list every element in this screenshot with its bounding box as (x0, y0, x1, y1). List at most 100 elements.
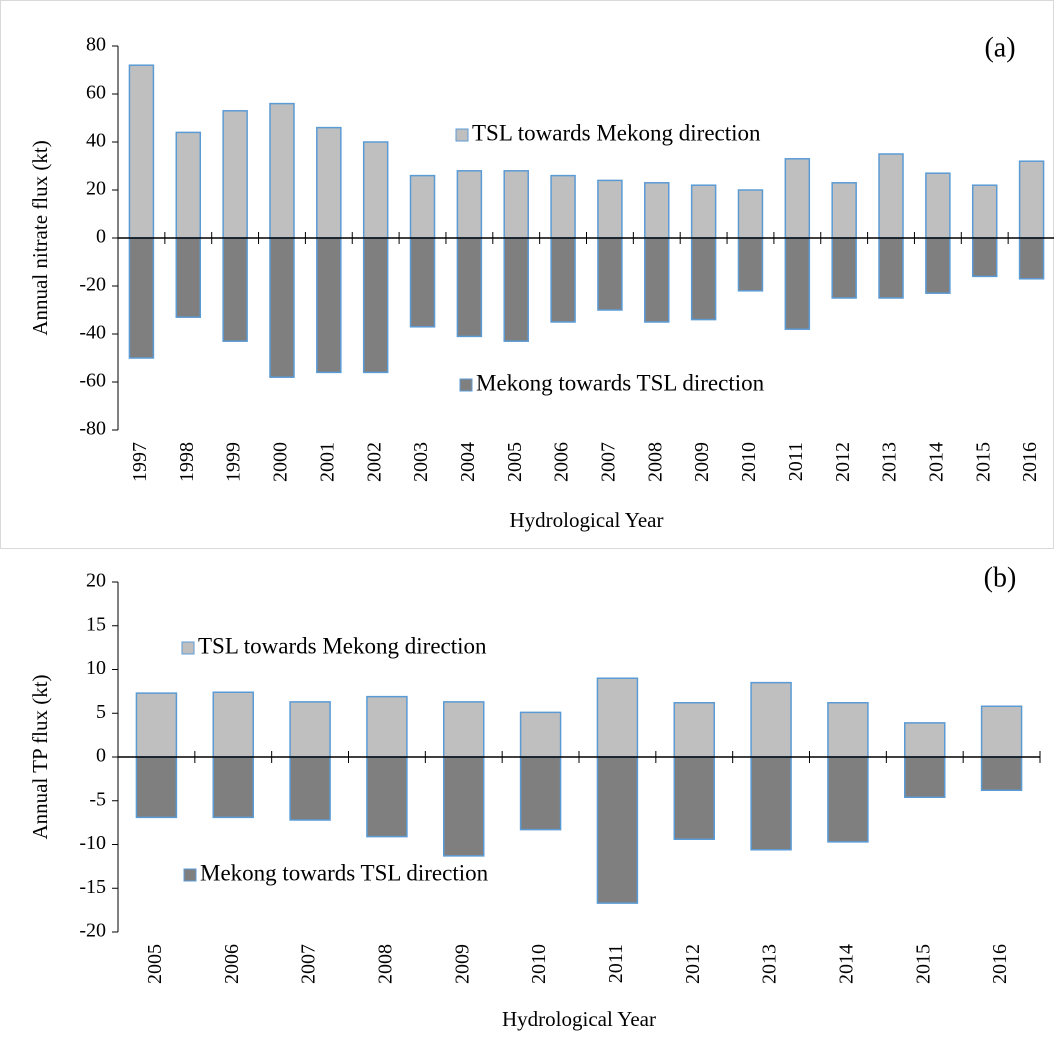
bar (316, 237, 342, 374)
x-tick-label: 2005 (504, 442, 526, 482)
bar (827, 702, 869, 758)
x-tick-label: 2001 (316, 442, 338, 482)
y-axis-label: Annual TP flux (kt) (28, 674, 52, 839)
bar (443, 756, 485, 857)
bar (644, 237, 670, 323)
bar (519, 711, 562, 758)
x-tick-label: 2015 (912, 944, 934, 984)
x-tick-label: 2012 (832, 442, 854, 482)
bar (269, 237, 295, 378)
bar (904, 722, 946, 758)
x-axis-label: Hydrological Year (510, 508, 664, 532)
bar (878, 153, 904, 239)
y-tick-label: -10 (79, 832, 106, 854)
y-tick-label: 5 (96, 701, 106, 723)
bar (784, 158, 811, 239)
bar (456, 237, 483, 338)
bar (980, 705, 1023, 758)
bar (409, 237, 436, 328)
panel-label: (b) (984, 562, 1017, 593)
legend-label: Mekong towards TSL direction (200, 860, 489, 885)
y-tick-label: 20 (86, 570, 106, 592)
x-tick-label: 1997 (129, 442, 151, 482)
bar (673, 702, 715, 758)
y-tick-label: -20 (79, 920, 106, 942)
bar (878, 237, 904, 299)
y-tick-label: 80 (86, 34, 106, 56)
y-tick-label: -5 (89, 788, 106, 810)
bar (550, 174, 576, 239)
x-tick-label: 2014 (836, 944, 858, 984)
x-tick-label: 2009 (691, 442, 713, 482)
y-tick-label: 40 (86, 130, 106, 152)
bar (980, 756, 1023, 791)
y-tick-label: -80 (79, 418, 106, 440)
bar (456, 170, 483, 239)
legend-swatch (181, 641, 195, 655)
x-tick-label: 2011 (785, 442, 807, 481)
bar (784, 237, 811, 330)
bar (289, 701, 331, 758)
x-tick-label: 2016 (1019, 442, 1041, 482)
bar (971, 237, 998, 278)
bar (443, 701, 485, 758)
x-tick-label: 2015 (972, 442, 994, 482)
x-tick-label: 1998 (176, 442, 198, 482)
bar (316, 126, 342, 239)
bar (362, 141, 389, 239)
bar (503, 237, 529, 342)
x-tick-label: 2013 (879, 442, 901, 482)
legend-swatch (455, 128, 469, 142)
x-tick-label: 2010 (738, 442, 760, 482)
bar (519, 756, 562, 831)
y-tick-label: 15 (86, 613, 106, 635)
x-tick-label: 2008 (644, 442, 666, 482)
legend-label: TSL towards Mekong direction (472, 120, 761, 145)
bar (212, 756, 254, 819)
y-tick-label: 0 (96, 226, 106, 248)
bar (175, 131, 202, 239)
y-tick-label: -15 (79, 876, 106, 898)
bar (673, 756, 715, 840)
x-tick-label: 2009 (451, 944, 473, 984)
y-axis-label: Annual nitrate flux (kt) (28, 140, 52, 335)
x-tick-label: 2007 (298, 944, 320, 984)
bar (135, 692, 178, 758)
legend-label: Mekong towards TSL direction (476, 370, 765, 395)
bar (925, 237, 951, 294)
bar (831, 182, 857, 239)
bar (750, 681, 792, 758)
y-tick-label: -60 (79, 370, 106, 392)
bar (175, 237, 202, 318)
bar (750, 756, 792, 851)
x-tick-label: 2005 (144, 944, 166, 984)
bar (366, 756, 408, 838)
bar (289, 756, 331, 821)
y-tick-label: -20 (79, 274, 106, 296)
x-tick-label: 2012 (682, 944, 704, 984)
bar (128, 64, 155, 239)
x-tick-label: 2003 (410, 442, 432, 482)
bar (644, 182, 670, 239)
y-tick-label: -40 (79, 322, 106, 344)
bar (737, 237, 764, 292)
bar (737, 189, 764, 239)
bar (222, 110, 248, 239)
bar (827, 756, 869, 843)
y-tick-label: 0 (96, 745, 106, 767)
x-tick-label: 2011 (605, 944, 627, 983)
bar (550, 237, 576, 323)
x-tick-label: 2014 (925, 442, 947, 482)
bar (925, 172, 951, 239)
x-tick-label: 2016 (989, 944, 1011, 984)
x-tick-label: 2006 (221, 944, 243, 984)
bar (1018, 237, 1045, 280)
bar (690, 237, 717, 321)
x-tick-label: 1999 (223, 442, 245, 482)
bar (596, 677, 639, 758)
y-tick-label: 10 (86, 657, 106, 679)
x-tick-label: 2010 (528, 944, 550, 984)
x-tick-label: 2008 (375, 944, 397, 984)
bar (596, 756, 639, 904)
